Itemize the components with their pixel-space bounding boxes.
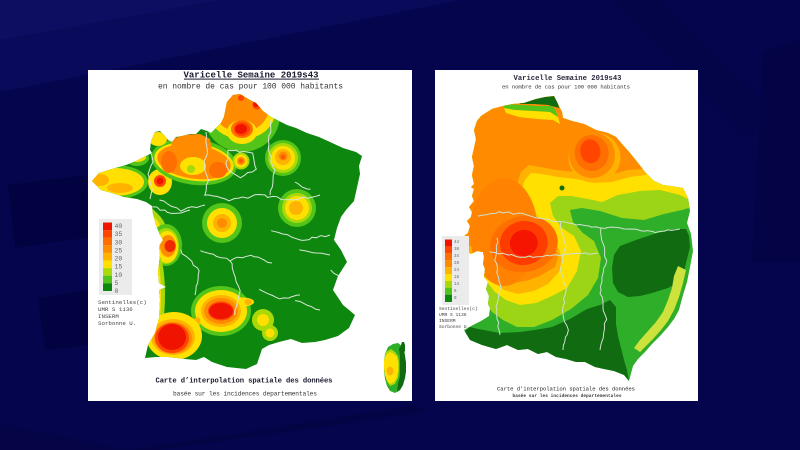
svg-text:34: 34 bbox=[454, 255, 460, 259]
svg-text:35: 35 bbox=[115, 231, 123, 238]
svg-text:Carte d’interpolation spatiale: Carte d’interpolation spatiale des donné… bbox=[497, 386, 635, 393]
svg-text:basée sur les incidences depar: basée sur les incidences departementales bbox=[173, 391, 317, 398]
svg-text:Carte d’interpolation spatiale: Carte d’interpolation spatiale des donné… bbox=[156, 378, 333, 386]
svg-text:30: 30 bbox=[115, 239, 123, 246]
svg-text:6: 6 bbox=[454, 290, 457, 294]
svg-text:INSERM: INSERM bbox=[439, 318, 456, 324]
svg-text:5: 5 bbox=[115, 280, 119, 287]
svg-text:18: 18 bbox=[454, 276, 460, 280]
svg-text:INSERM: INSERM bbox=[98, 313, 119, 320]
svg-text:Sentinelles(c): Sentinelles(c) bbox=[98, 299, 147, 306]
svg-text:en nombre de cas pour 100 000: en nombre de cas pour 100 000 habitants bbox=[158, 82, 343, 91]
svg-text:Sorbonne U.: Sorbonne U. bbox=[98, 320, 136, 327]
svg-text:Sentinelles(c): Sentinelles(c) bbox=[439, 306, 478, 312]
svg-text:24: 24 bbox=[454, 269, 460, 273]
svg-text:0: 0 bbox=[115, 288, 119, 295]
svg-text:0: 0 bbox=[454, 297, 457, 301]
svg-text:20: 20 bbox=[115, 256, 123, 263]
svg-text:10: 10 bbox=[115, 272, 123, 279]
svg-text:UMR S 1136: UMR S 1136 bbox=[439, 312, 467, 318]
svg-text:14: 14 bbox=[454, 283, 460, 287]
svg-text:28: 28 bbox=[454, 262, 460, 266]
svg-text:Sorbonne U.: Sorbonne U. bbox=[439, 324, 469, 330]
svg-text:basée sur les incidences depar: basée sur les incidences departementales bbox=[513, 394, 622, 399]
svg-text:Varicelle Semaine 2019s43: Varicelle Semaine 2019s43 bbox=[184, 70, 319, 80]
svg-text:UMR S 1136: UMR S 1136 bbox=[98, 306, 133, 313]
svg-text:44: 44 bbox=[454, 241, 460, 245]
svg-text:40: 40 bbox=[115, 223, 123, 230]
svg-text:15: 15 bbox=[115, 264, 123, 271]
svg-text:25: 25 bbox=[115, 247, 123, 254]
svg-text:Varicelle Semaine 2019s43: Varicelle Semaine 2019s43 bbox=[514, 75, 622, 83]
svg-text:38: 38 bbox=[454, 248, 460, 252]
svg-text:en nombre de cas pour 100 000: en nombre de cas pour 100 000 habitants bbox=[502, 84, 630, 91]
